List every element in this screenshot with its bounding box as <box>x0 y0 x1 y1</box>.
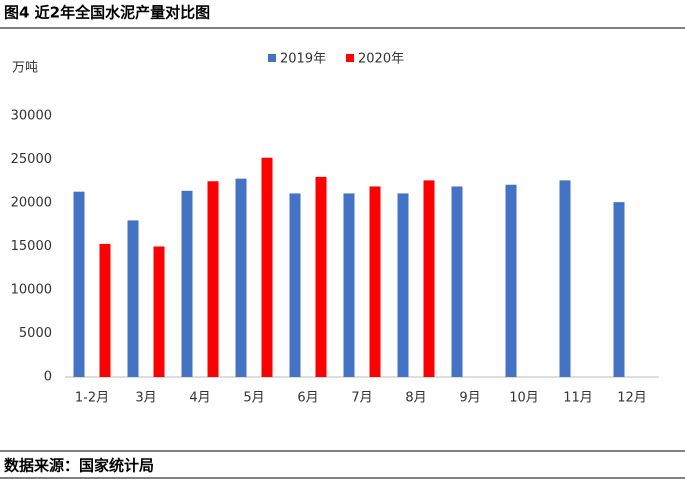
bar <box>315 176 327 377</box>
bar <box>613 202 625 377</box>
bar <box>289 193 301 377</box>
bar <box>73 191 85 377</box>
bar <box>559 180 571 377</box>
x-tick-label: 8月 <box>405 391 426 406</box>
bar <box>505 184 517 377</box>
legend-swatch <box>346 54 354 62</box>
x-tick-label: 4月 <box>189 391 210 406</box>
y-tick-label: 20000 <box>11 196 52 211</box>
x-tick-label: 1-2月 <box>75 391 109 406</box>
bar <box>153 246 165 377</box>
bar <box>343 193 355 377</box>
legend-swatch <box>268 54 276 62</box>
bar <box>397 193 409 377</box>
y-tick-label: 25000 <box>11 152 52 167</box>
x-tick-label: 12月 <box>617 391 647 406</box>
bar <box>369 186 381 377</box>
y-tick-label: 15000 <box>11 239 52 254</box>
bar <box>99 243 111 377</box>
x-tick-label: 5月 <box>243 391 264 406</box>
legend-label: 2020年 <box>358 52 404 67</box>
x-tick-label: 3月 <box>135 391 156 406</box>
x-tick-label: 9月 <box>459 391 480 406</box>
x-tick-label: 10月 <box>509 391 539 406</box>
y-tick-label: 30000 <box>11 109 52 124</box>
source: 数据来源：国家统计局 <box>4 457 154 475</box>
y-tick-label: 5000 <box>19 326 52 341</box>
bar <box>207 181 219 377</box>
y-axis-label: 万吨 <box>12 61 38 76</box>
x-tick-label: 11月 <box>563 391 593 406</box>
bar <box>261 157 273 377</box>
bar <box>451 186 463 377</box>
x-tick-label: 7月 <box>351 391 372 406</box>
bar <box>423 180 435 377</box>
bar <box>235 178 247 377</box>
y-tick-label: 10000 <box>11 283 52 298</box>
chart-title: 图4 近2年全国水泥产量对比图 <box>4 4 210 22</box>
legend-label: 2019年 <box>280 52 326 67</box>
bar <box>181 190 193 377</box>
y-tick-label: 0 <box>44 370 52 385</box>
bar <box>127 220 139 377</box>
x-tick-label: 6月 <box>297 391 318 406</box>
